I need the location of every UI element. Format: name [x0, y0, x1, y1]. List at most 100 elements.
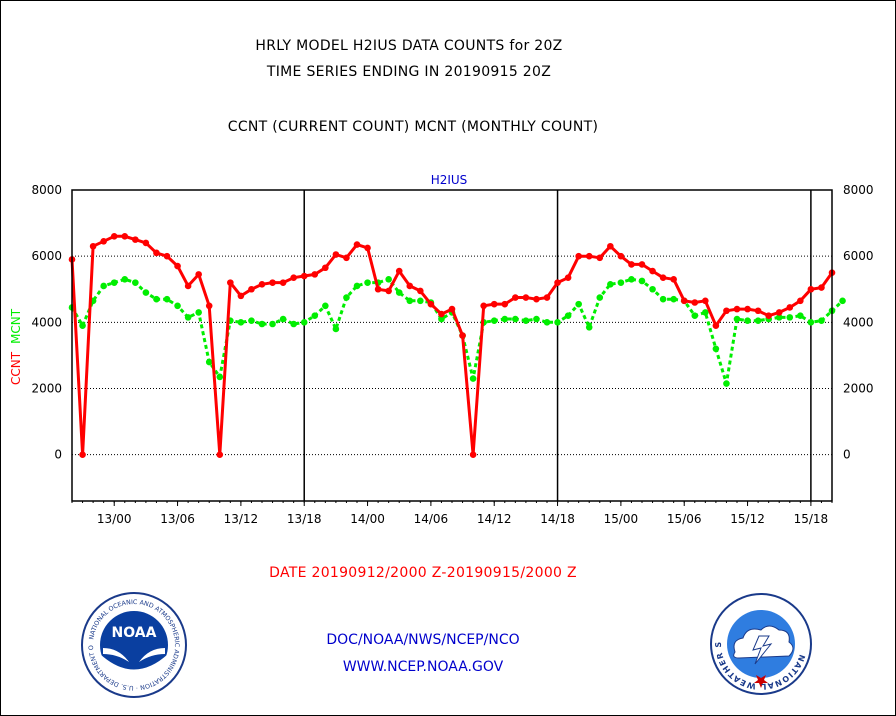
x-tick-label: 14/00: [350, 512, 385, 526]
data-point-ccnt: [818, 284, 825, 291]
x-tick-label: 14/12: [477, 512, 512, 526]
data-point-ccnt: [100, 237, 107, 245]
x-tick-label: 13/18: [287, 512, 322, 526]
axis-labels: 0 0 2000 2000 4000 4000 6000 6000 8000 8000 13/00 1…: [9, 173, 874, 526]
x-tick-label: 15/00: [604, 512, 639, 526]
data-point-ccnt: [417, 287, 424, 295]
data-point-mcnt: [121, 276, 129, 283]
y-tick-label-right: 4000: [843, 315, 874, 329]
data-point-ccnt: [691, 299, 699, 306]
data-point-mcnt: [237, 319, 245, 326]
data-point-ccnt: [628, 261, 635, 268]
data-point-mcnt: [417, 297, 424, 305]
data-point-mcnt: [522, 317, 530, 324]
data-point-ccnt: [670, 276, 677, 283]
data-point-mcnt: [659, 295, 667, 303]
data-point-ccnt: [216, 451, 224, 458]
data-point-ccnt: [775, 309, 783, 316]
data-point-ccnt: [607, 242, 614, 250]
noaa-logo: NOAA NATIONAL OCEANIC AND ATMOSPHERIC AD…: [79, 590, 187, 698]
data-point-ccnt: [638, 261, 646, 268]
data-point-mcnt: [818, 317, 825, 324]
data-point-mcnt: [712, 345, 720, 353]
data-point-ccnt: [501, 300, 509, 308]
data-point-ccnt: [733, 305, 741, 313]
day-boundary-lines: [303, 190, 812, 501]
data-point-ccnt: [121, 233, 129, 240]
data-point-mcnt: [395, 289, 403, 296]
data-point-mcnt: [839, 297, 846, 305]
data-point-ccnt: [142, 239, 150, 247]
footer-url[interactable]: WWW.NCEP.NOAA.GOV: [342, 659, 504, 675]
data-point-ccnt: [554, 279, 561, 286]
data-point-ccnt: [797, 297, 804, 305]
data-point-mcnt: [754, 317, 762, 324]
data-point-ccnt: [406, 282, 414, 290]
data-point-ccnt: [311, 271, 319, 278]
data-point-ccnt: [564, 274, 572, 281]
chart-title-line2: TIME SERIES ENDING IN 20190915 20Z: [266, 64, 552, 80]
y-tick-label-left: 4000: [31, 315, 62, 329]
y-tick-label-right: 6000: [843, 249, 874, 263]
data-point-mcnt: [723, 380, 730, 387]
data-point-mcnt: [575, 300, 582, 308]
data-point-ccnt: [153, 249, 160, 257]
data-point-mcnt: [501, 315, 509, 323]
data-point-mcnt: [490, 317, 498, 324]
data-point-mcnt: [469, 375, 477, 382]
data-point-mcnt: [691, 312, 699, 320]
data-point-mcnt: [205, 358, 213, 366]
data-point-mcnt: [733, 315, 741, 323]
data-point-mcnt: [775, 314, 783, 321]
y-tick-label-right: 8000: [843, 183, 874, 197]
data-point-mcnt: [332, 325, 340, 333]
data-point-ccnt: [374, 285, 382, 293]
data-point-ccnt: [469, 451, 477, 458]
data-point-mcnt: [322, 302, 329, 310]
data-point-mcnt: [195, 309, 202, 316]
series-line-ccnt: [70, 234, 834, 457]
data-point-ccnt: [596, 254, 604, 262]
data-point-ccnt: [490, 300, 498, 308]
data-point-ccnt: [617, 252, 625, 260]
data-point-ccnt: [649, 267, 656, 275]
data-point-mcnt: [786, 314, 794, 321]
y-tick-label-right: 0: [843, 448, 851, 462]
data-point-mcnt: [596, 294, 604, 301]
data-point-mcnt: [174, 302, 181, 310]
y-tick-label-left: 6000: [31, 249, 62, 263]
data-point-ccnt: [712, 322, 720, 329]
data-point-ccnt: [79, 451, 86, 458]
data-point-ccnt: [385, 287, 392, 295]
data-point-mcnt: [628, 276, 635, 283]
data-point-ccnt: [427, 300, 435, 308]
data-point-mcnt: [184, 314, 192, 321]
data-point-ccnt: [110, 233, 118, 240]
chart-title-line3: CCNT (CURRENT COUNT) MCNT (MONTHLY COUNT…: [227, 119, 599, 135]
data-point-ccnt: [205, 302, 213, 310]
data-point-mcnt: [100, 282, 107, 290]
data-point-mcnt: [163, 295, 171, 303]
data-point-ccnt: [585, 252, 593, 260]
data-point-mcnt: [797, 312, 804, 320]
data-point-ccnt: [533, 295, 540, 303]
date-range-label: DATE 20190912/2000 Z-20190915/2000 Z: [269, 565, 577, 581]
data-point-ccnt: [702, 297, 709, 305]
data-point-ccnt: [174, 262, 181, 270]
data-point-mcnt: [385, 276, 392, 283]
data-point-ccnt: [353, 241, 361, 248]
data-point-ccnt: [659, 274, 667, 281]
data-point-mcnt: [132, 279, 139, 286]
data-point-ccnt: [480, 302, 487, 310]
data-point-mcnt: [248, 317, 255, 324]
data-point-ccnt: [290, 274, 297, 281]
data-point-ccnt: [395, 267, 403, 275]
x-tick-label: 13/06: [160, 512, 195, 526]
x-tick-label: 13/12: [224, 512, 259, 526]
y-axis-label: CCNT MCNT: [9, 308, 23, 385]
data-point-mcnt: [533, 315, 540, 323]
data-point-mcnt: [153, 295, 160, 303]
series-line-mcnt: [70, 277, 844, 385]
data-point-mcnt: [290, 320, 297, 328]
